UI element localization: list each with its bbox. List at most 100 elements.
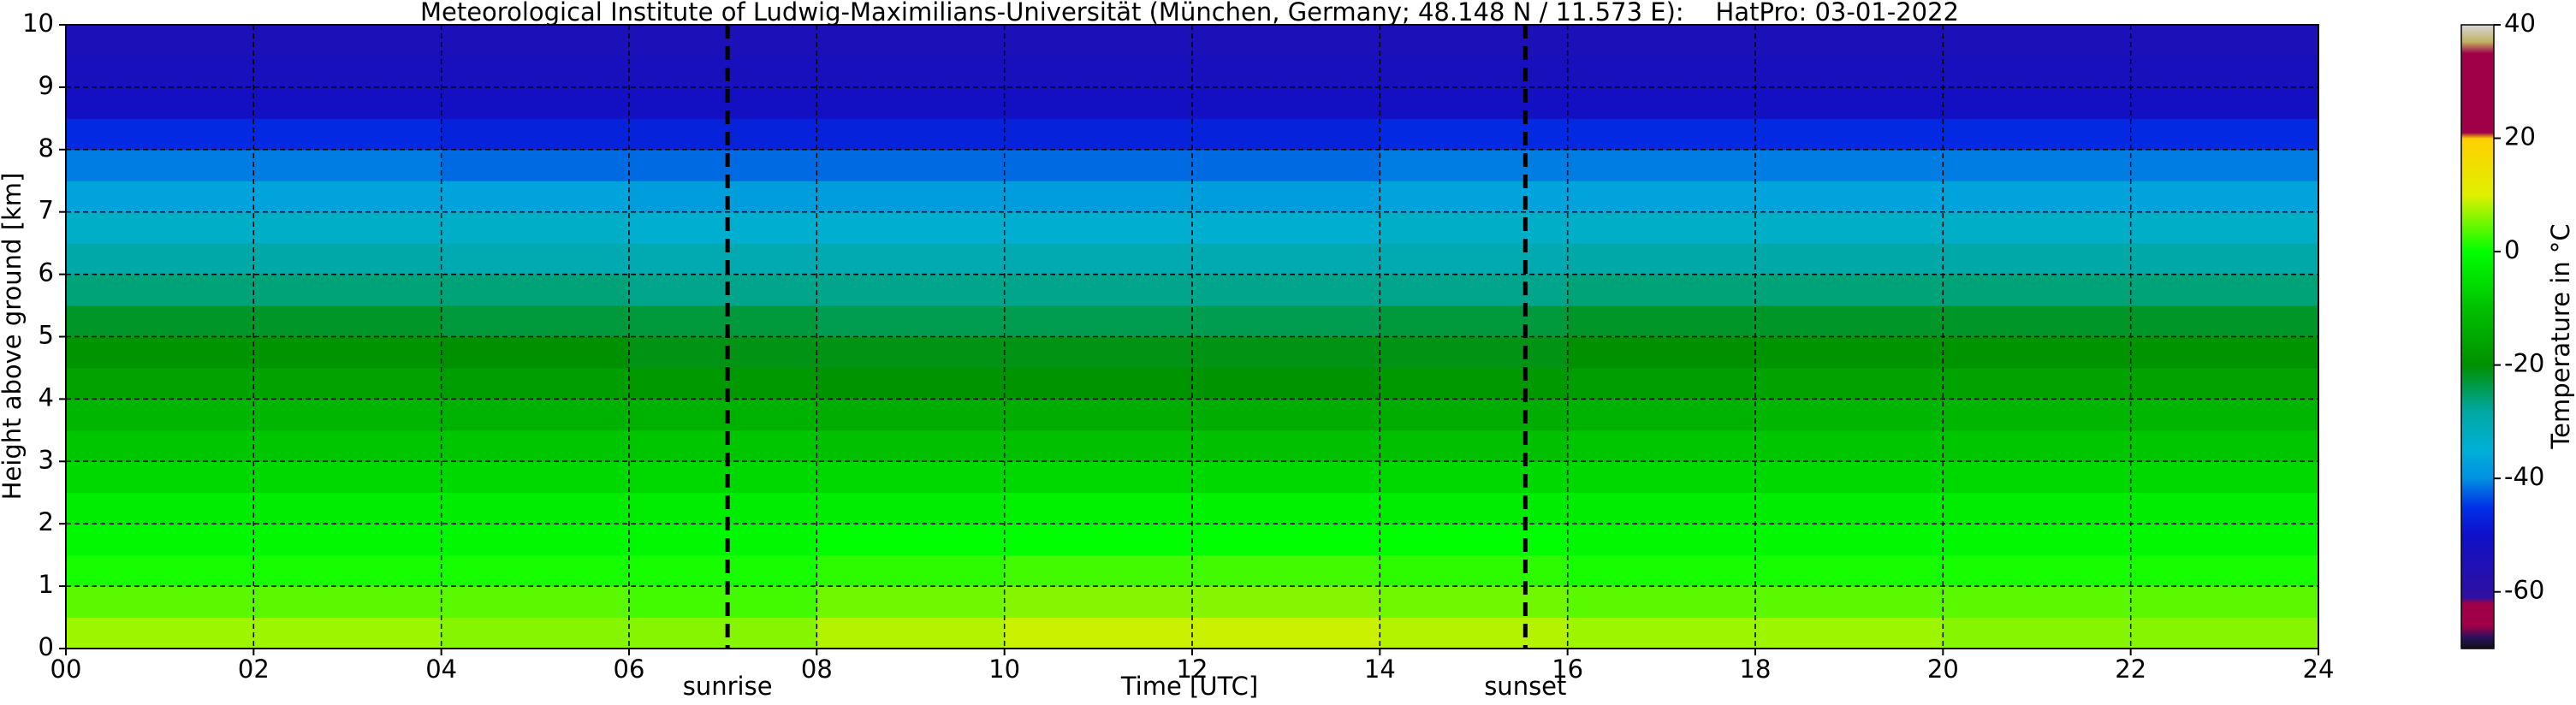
heat-cell [253,586,442,619]
heat-cell [1004,243,1193,275]
heat-cell [66,554,254,587]
heat-cell [1380,367,1569,400]
heat-cell [816,305,1006,337]
heat-cell [1192,586,1380,619]
heat-cell [441,149,630,181]
heat-cell [1567,554,1756,587]
heat-cell [1004,211,1193,244]
heat-cell [1755,430,1944,462]
heat-cell [1380,617,1569,649]
heat-cell [66,336,254,369]
x-tick-label: 04 [425,655,457,684]
heat-cell [629,211,817,244]
heat-cell [1567,399,1756,431]
heat-cell [1192,336,1380,369]
x-tick-label: 12 [1177,655,1208,684]
heat-cell [441,211,630,244]
colorbar-segment [2461,53,2494,133]
heat-cell [441,461,630,494]
heat-cell [816,149,1006,181]
heat-cell [816,211,1006,244]
heat-cell [66,25,254,56]
heat-cell [253,86,442,119]
heat-cell [1192,149,1380,181]
heat-cell [66,617,254,649]
heat-cell [1567,211,1756,244]
colorbar-tick-label: 40 [2504,9,2536,38]
heat-cell [1380,211,1569,244]
heat-cell [2130,149,2319,181]
heat-cell [1380,25,1569,56]
heat-cell [1755,181,1944,213]
y-axis-label: Height above ground [km] [0,173,27,501]
heat-cell [1004,181,1193,213]
heat-cell [2130,336,2319,369]
heat-cell [66,243,254,275]
heat-cell [629,56,817,88]
heat-cell [1192,399,1380,431]
y-tick-label: 3 [39,445,54,474]
heat-cell [1192,56,1380,88]
heat-cell [1755,367,1944,400]
colorbar-label: Temperature in °C [2546,223,2575,449]
colorbar-segment [2461,25,2494,43]
event-label: sunset [1484,672,1566,701]
heat-cell [629,492,817,524]
heat-cell [1943,617,2132,649]
heat-cell [441,430,630,462]
heat-cell [441,617,630,649]
heat-cell [629,461,817,494]
x-tick-label: 24 [2303,655,2335,684]
colorbar-tick-label: 20 [2504,122,2536,151]
colorbar-tick-label: -40 [2504,462,2544,491]
heat-cell [66,86,254,119]
heat-cell [816,274,1006,306]
heat-cell [253,524,442,556]
heat-cell [2130,554,2319,587]
heat-cell [441,399,630,431]
heat-cell [1192,367,1380,400]
heat-cell [1004,430,1193,462]
heat-cell [1192,461,1380,494]
heat-cell [441,554,630,587]
heat-cell [1004,305,1193,337]
heat-cell [1380,56,1569,88]
heat-cell [1380,181,1569,213]
heat-cell [66,118,254,151]
heat-cell [66,211,254,244]
heat-cell [1192,492,1380,524]
heat-cell [1567,56,1756,88]
heat-cell [1004,367,1193,400]
heat-cell [2130,305,2319,337]
heat-cell [253,181,442,213]
heat-cell [629,118,817,151]
heat-cell [1943,399,2132,431]
heat-cell [66,586,254,619]
heat-cell [441,25,630,56]
heat-cell [1380,430,1569,462]
heat-cell [816,554,1006,587]
y-tick-label: 8 [39,133,54,163]
heat-cell [2130,617,2319,649]
heat-cell [629,274,817,306]
event-label: sunrise [683,672,773,701]
heat-cell [629,336,817,369]
heat-cell [1943,524,2132,556]
heat-cell [1192,86,1380,119]
heat-cell [441,56,630,88]
heat-cell [253,243,442,275]
heat-cell [629,586,817,619]
heat-cell [1004,274,1193,306]
heat-cell [629,617,817,649]
heat-cell [2130,492,2319,524]
heat-cell [1567,25,1756,56]
heat-cell [1567,617,1756,649]
heat-cell [816,86,1006,119]
heat-cell [1567,118,1756,151]
heat-cell [1380,399,1569,431]
heat-cell [629,367,817,400]
heat-cell [441,86,630,119]
heat-cell [1567,367,1756,400]
